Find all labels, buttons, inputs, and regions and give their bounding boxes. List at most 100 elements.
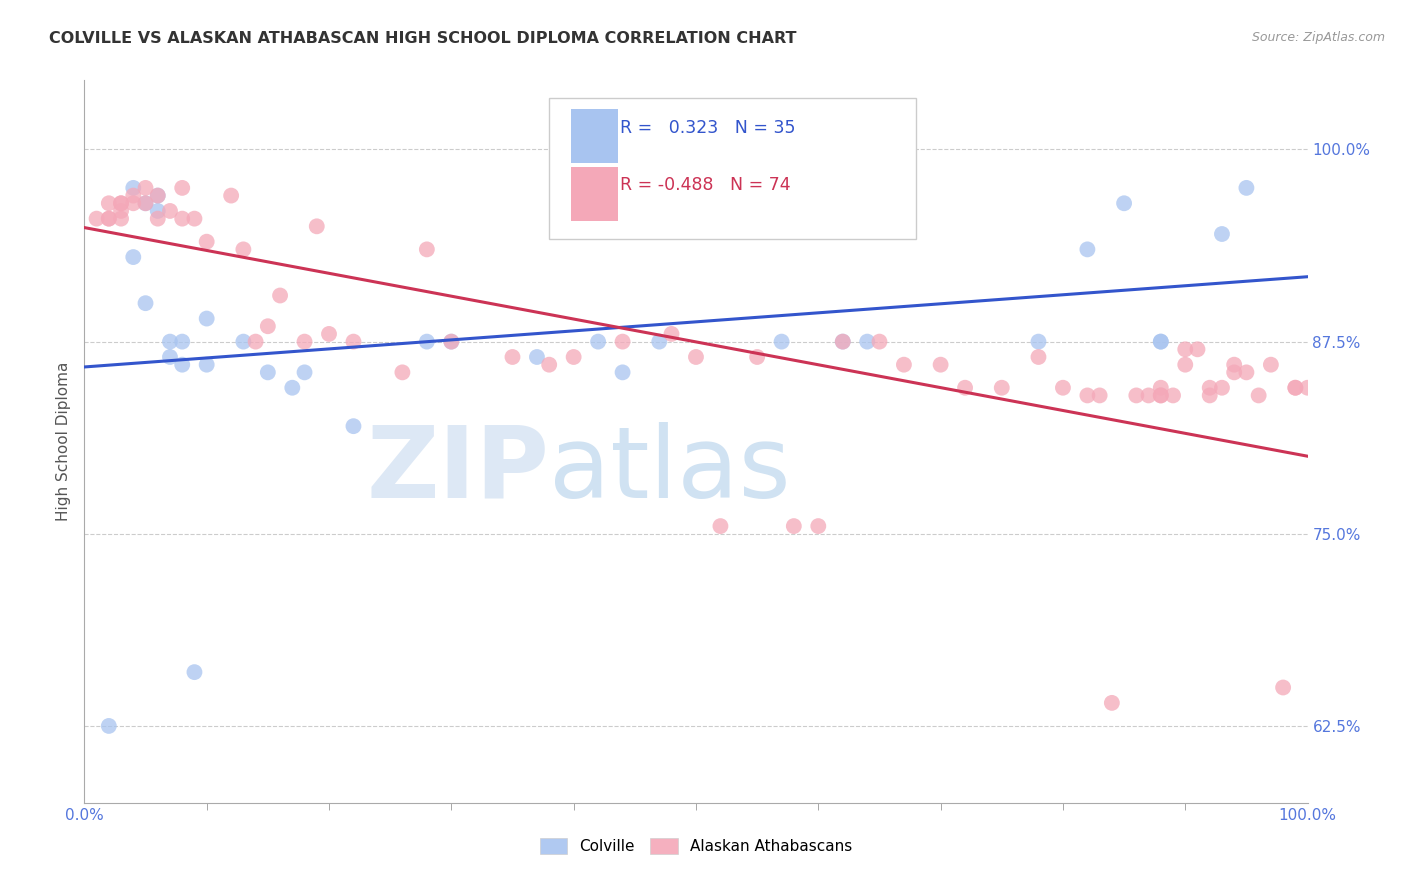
Point [294, 365, 316, 379]
Point [195, 311, 218, 326]
Point [122, 188, 145, 202]
Point [502, 350, 524, 364]
Point [97, 211, 120, 226]
Point [122, 250, 145, 264]
Point [440, 334, 463, 349]
Point [1284, 381, 1306, 395]
Point [1150, 388, 1173, 402]
Point [526, 350, 548, 364]
Point [1137, 388, 1160, 402]
Point [831, 334, 853, 349]
Point [1076, 243, 1098, 257]
Point [538, 358, 561, 372]
Point [294, 334, 316, 349]
Point [1223, 365, 1246, 379]
Point [110, 196, 132, 211]
Point [183, 211, 205, 226]
Point [929, 358, 952, 372]
Point [1088, 388, 1111, 402]
Point [159, 350, 181, 364]
Point [159, 334, 181, 349]
Point [110, 196, 132, 211]
Point [1247, 826, 1270, 840]
FancyBboxPatch shape [571, 167, 617, 221]
Point [172, 334, 194, 349]
Point [747, 350, 769, 364]
Point [195, 358, 218, 372]
Point [232, 334, 254, 349]
Text: Source: ZipAtlas.com: Source: ZipAtlas.com [1251, 31, 1385, 45]
Point [122, 181, 145, 195]
Point [1052, 381, 1074, 395]
Y-axis label: High School Diploma: High School Diploma [56, 362, 72, 521]
Point [1198, 381, 1220, 395]
Point [1272, 681, 1295, 695]
FancyBboxPatch shape [571, 109, 617, 163]
Point [612, 365, 634, 379]
Point [991, 381, 1014, 395]
Point [1236, 181, 1258, 195]
Point [135, 196, 157, 211]
Point [1076, 388, 1098, 402]
Point [1211, 227, 1233, 241]
Point [135, 181, 157, 195]
Point [1260, 358, 1282, 372]
Point [305, 219, 328, 234]
Point [183, 665, 205, 680]
Point [1150, 388, 1173, 402]
Point [97, 719, 120, 733]
Point [172, 211, 194, 226]
Point [122, 196, 145, 211]
Point [1028, 334, 1050, 349]
Point [612, 334, 634, 349]
Point [893, 358, 915, 372]
Text: ZIP: ZIP [367, 422, 550, 519]
Point [135, 196, 157, 211]
Point [110, 211, 132, 226]
Point [807, 519, 830, 533]
Text: R = -0.488   N = 74: R = -0.488 N = 74 [620, 177, 790, 194]
Point [1174, 358, 1197, 372]
FancyBboxPatch shape [550, 98, 917, 239]
Point [219, 188, 242, 202]
Point [440, 334, 463, 349]
Point [1174, 343, 1197, 357]
Point [342, 419, 364, 434]
Point [257, 365, 280, 379]
Point [245, 334, 267, 349]
Text: COLVILLE VS ALASKAN ATHABASCAN HIGH SCHOOL DIPLOMA CORRELATION CHART: COLVILLE VS ALASKAN ATHABASCAN HIGH SCHO… [49, 31, 797, 46]
Point [831, 334, 853, 349]
Point [342, 334, 364, 349]
Point [159, 203, 181, 218]
Point [1028, 350, 1050, 364]
Point [232, 243, 254, 257]
Point [709, 519, 731, 533]
Point [257, 319, 280, 334]
Point [1284, 381, 1306, 395]
Point [97, 211, 120, 226]
Point [661, 326, 683, 341]
Point [1125, 388, 1147, 402]
Point [281, 381, 304, 395]
Point [269, 288, 291, 302]
Point [146, 203, 169, 218]
Point [1223, 358, 1246, 372]
Point [562, 350, 585, 364]
Point [1198, 388, 1220, 402]
Point [86, 211, 108, 226]
Point [1114, 196, 1136, 211]
Point [1150, 334, 1173, 349]
Point [586, 334, 609, 349]
Point [1247, 388, 1270, 402]
Point [685, 350, 707, 364]
Point [953, 381, 976, 395]
Text: atlas: atlas [550, 422, 790, 519]
Point [1187, 343, 1209, 357]
Legend: Colville, Alaskan Athabascans: Colville, Alaskan Athabascans [534, 832, 858, 860]
Point [110, 203, 132, 218]
Point [416, 334, 439, 349]
Point [770, 334, 793, 349]
Point [195, 235, 218, 249]
Point [1150, 334, 1173, 349]
Point [172, 181, 194, 195]
